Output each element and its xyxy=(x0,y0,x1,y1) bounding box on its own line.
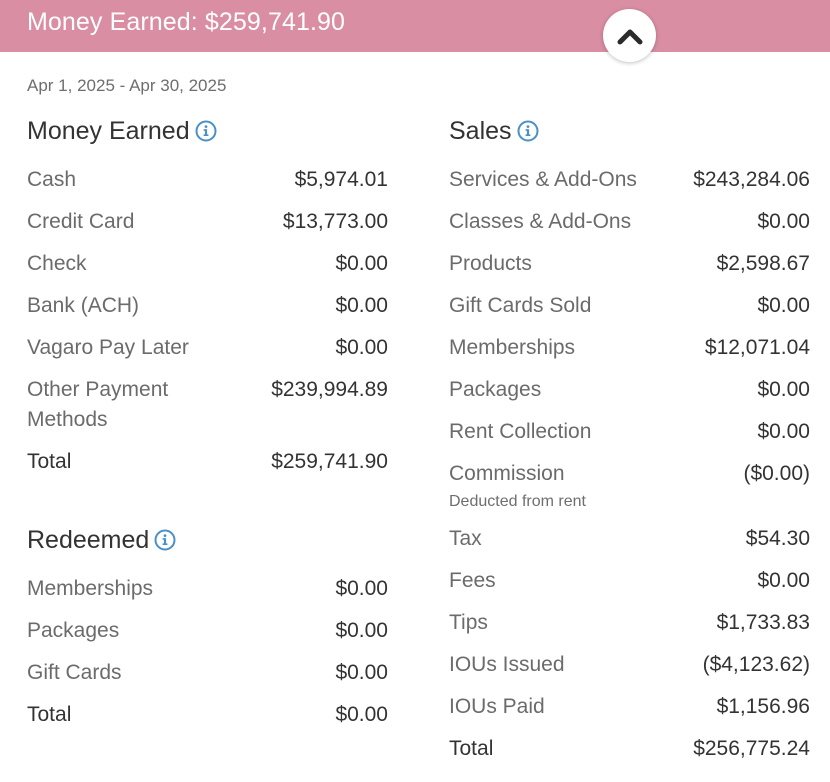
total-row: Total $256,775.24 xyxy=(449,734,810,764)
row-label: Memberships xyxy=(449,336,576,359)
list-item: Packages $0.00 xyxy=(449,375,810,405)
total-label: Total xyxy=(27,703,72,726)
row-label: Tax xyxy=(449,527,482,550)
redeemed-section: Redeemed Memberships $0.00 Packages $0.0… xyxy=(27,525,388,742)
row-label: Check xyxy=(27,252,87,275)
list-item: Other Payment Methods $239,994.89 xyxy=(27,375,388,435)
row-label: Packages xyxy=(27,619,120,642)
row-value: $0.00 xyxy=(335,252,388,275)
row-label: Products xyxy=(449,252,532,275)
info-icon[interactable] xyxy=(195,120,217,142)
collapse-button[interactable] xyxy=(603,9,656,62)
row-value: $5,974.01 xyxy=(294,168,388,191)
row-value: $13,773.00 xyxy=(282,210,388,233)
row-value: $0.00 xyxy=(757,210,810,233)
row-value: $239,994.89 xyxy=(271,378,388,401)
list-item: Gift Cards Sold $0.00 xyxy=(449,291,810,321)
list-item: Cash $5,974.01 xyxy=(27,165,388,195)
row-value: $243,284.06 xyxy=(693,168,810,191)
list-item: Products $2,598.67 xyxy=(449,249,810,279)
row-value: $12,071.04 xyxy=(704,336,810,359)
row-label: Vagaro Pay Later xyxy=(27,336,189,359)
list-item: Gift Cards $0.00 xyxy=(27,658,388,688)
row-label: Packages xyxy=(449,378,542,401)
row-value: $2,598.67 xyxy=(716,252,810,275)
total-row: Total $0.00 xyxy=(27,700,388,730)
list-item: IOUs Paid $1,156.96 xyxy=(449,692,810,722)
row-value: $0.00 xyxy=(335,619,388,642)
row-label: Services & Add-Ons xyxy=(449,168,637,191)
row-label: Gift Cards xyxy=(27,661,122,684)
row-label: Cash xyxy=(27,168,77,191)
row-label: Rent Collection xyxy=(449,420,592,443)
list-item: Tips $1,733.83 xyxy=(449,608,810,638)
total-value: $256,775.24 xyxy=(693,737,810,760)
row-label: Memberships xyxy=(27,577,154,600)
list-item: Services & Add-Ons $243,284.06 xyxy=(449,165,810,195)
sales-title: Sales xyxy=(449,117,512,145)
row-value: $0.00 xyxy=(757,420,810,443)
list-item: Memberships $0.00 xyxy=(27,574,388,604)
list-item: Bank (ACH) $0.00 xyxy=(27,291,388,321)
row-value: $0.00 xyxy=(335,661,388,684)
chevron-up-icon xyxy=(617,27,643,45)
row-value: $0.00 xyxy=(757,294,810,317)
list-item: Commission Deducted from rent ($0.00) xyxy=(449,459,810,512)
list-item: Check $0.00 xyxy=(27,249,388,279)
list-item: Fees $0.00 xyxy=(449,566,810,596)
info-icon[interactable] xyxy=(154,529,176,551)
row-label: IOUs Issued xyxy=(449,653,565,676)
list-item: IOUs Issued ($4,123.62) xyxy=(449,650,810,680)
row-label: Classes & Add-Ons xyxy=(449,210,632,233)
row-value: $0.00 xyxy=(757,569,810,592)
list-item: Memberships $12,071.04 xyxy=(449,333,810,363)
list-item: Credit Card $13,773.00 xyxy=(27,207,388,237)
row-value: ($0.00) xyxy=(743,462,810,485)
row-value: ($4,123.62) xyxy=(702,653,810,676)
redeemed-title: Redeemed xyxy=(27,526,150,554)
row-value: $0.00 xyxy=(335,294,388,317)
list-item: Classes & Add-Ons $0.00 xyxy=(449,207,810,237)
row-label: Gift Cards Sold xyxy=(449,294,592,317)
row-label: Commission xyxy=(449,462,565,485)
row-value: $1,156.96 xyxy=(716,695,810,718)
info-icon[interactable] xyxy=(517,120,539,142)
row-label: IOUs Paid xyxy=(449,695,545,718)
row-value: $0.00 xyxy=(335,336,388,359)
list-item: Rent Collection $0.00 xyxy=(449,417,810,447)
row-value: $54.30 xyxy=(745,527,810,550)
row-label: Fees xyxy=(449,569,496,592)
total-row: Total $259,741.90 xyxy=(27,447,388,477)
list-item: Vagaro Pay Later $0.00 xyxy=(27,333,388,363)
sales-section: Sales Services & Add-Ons $243,284.06 Cla… xyxy=(449,116,810,776)
row-value: $0.00 xyxy=(757,378,810,401)
total-value: $0.00 xyxy=(335,703,388,726)
date-range: Apr 1, 2025 - Apr 30, 2025 xyxy=(27,76,227,95)
list-item: Packages $0.00 xyxy=(27,616,388,646)
total-label: Total xyxy=(27,450,72,473)
commission-note: Deducted from rent xyxy=(449,493,586,510)
row-label: Credit Card xyxy=(27,210,135,233)
total-value: $259,741.90 xyxy=(271,450,388,473)
money-earned-section: Money Earned Cash $5,974.01 Credit Card … xyxy=(27,116,388,489)
row-label: Other Payment Methods xyxy=(27,378,169,431)
summary-banner: Money Earned: $259,741.90 xyxy=(0,0,830,52)
row-value: $0.00 xyxy=(335,577,388,600)
row-label: Tips xyxy=(449,611,488,634)
total-label: Total xyxy=(449,737,494,760)
list-item: Tax $54.30 xyxy=(449,524,810,554)
banner-title: Money Earned: $259,741.90 xyxy=(27,8,346,36)
money-earned-title: Money Earned xyxy=(27,117,190,145)
row-value: $1,733.83 xyxy=(716,611,810,634)
row-label: Bank (ACH) xyxy=(27,294,140,317)
